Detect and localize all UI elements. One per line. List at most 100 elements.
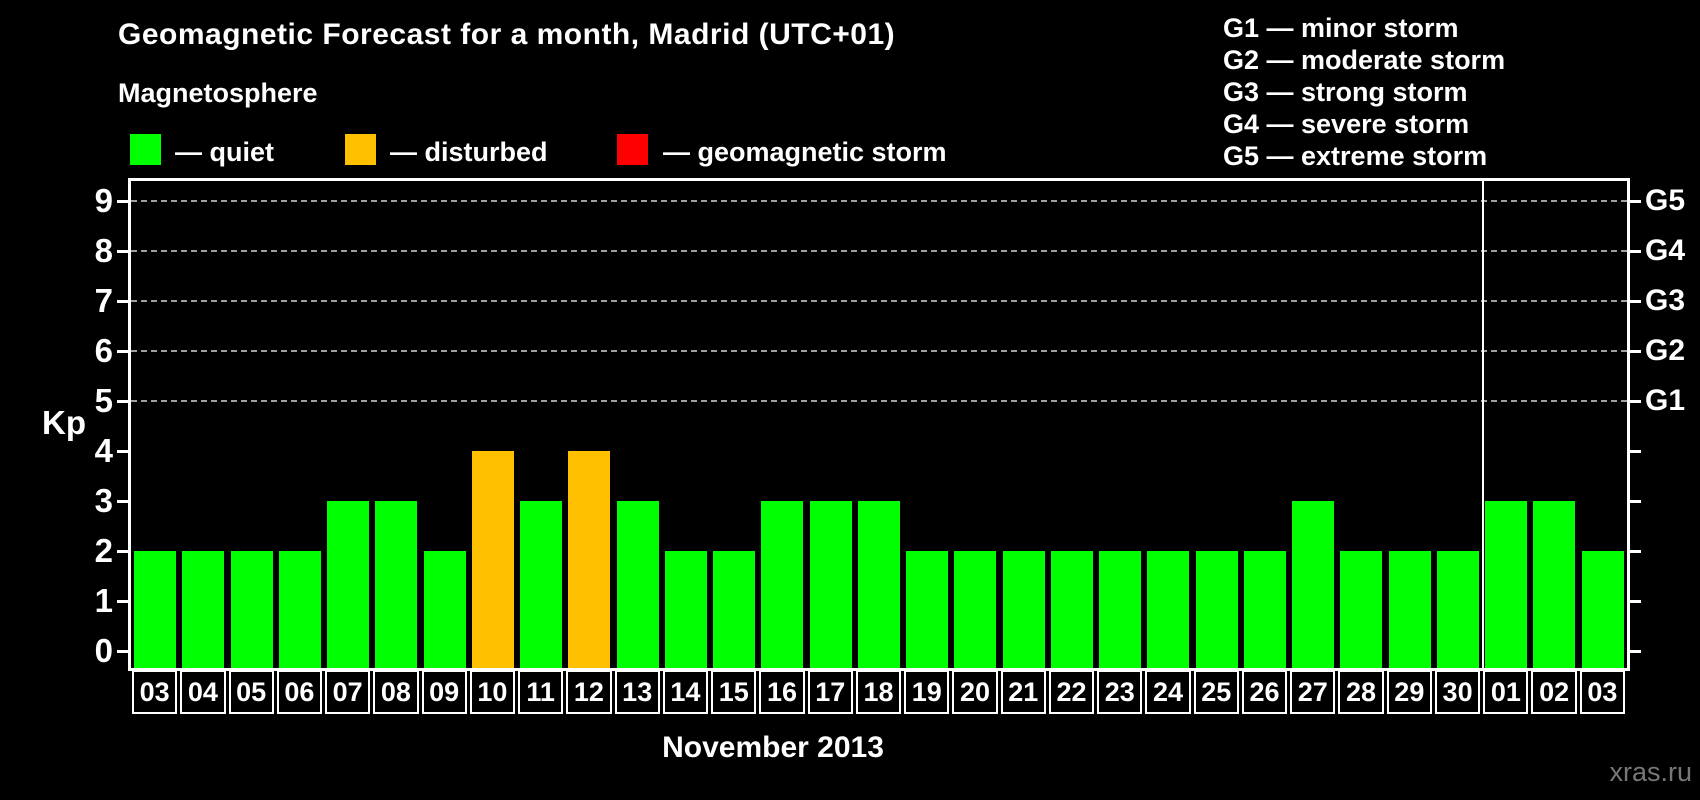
kp-axis-label: Kp [42, 404, 86, 441]
left-axis-tick [117, 550, 131, 553]
left-axis-tick [117, 300, 131, 303]
kp-bar-08 [375, 501, 418, 668]
gridline-kp9 [131, 200, 1627, 202]
right-axis-tick [1627, 200, 1641, 203]
right-axis-tick [1627, 400, 1641, 403]
right-axis-tick [1627, 300, 1641, 303]
date-cell-07: 07 [325, 670, 371, 714]
g3-legend-line: G3 — strong storm [1223, 77, 1468, 107]
date-cell-22: 22 [1048, 670, 1095, 714]
gridline-kp5 [131, 400, 1627, 402]
left-axis-tick [117, 400, 131, 403]
date-cell-27: 27 [1290, 670, 1336, 714]
kp-tick-label-2: 2 [94, 532, 113, 569]
date-cell-03: 03 [1579, 670, 1625, 714]
kp-bar-16 [761, 501, 804, 668]
quiet-legend-label: — quiet [175, 137, 274, 167]
date-cell-13: 13 [614, 670, 660, 714]
kp-tick-label-7: 7 [94, 282, 113, 319]
g-axis-label-g3: G3 [1645, 284, 1686, 317]
kp-bar-07 [327, 501, 370, 668]
month-label: November 2013 [662, 731, 884, 764]
date-cell-06: 06 [276, 670, 323, 714]
quiet-color-swatch [130, 134, 161, 165]
page-title: Geomagnetic Forecast for a month, Madrid… [118, 18, 896, 51]
right-axis-tick [1627, 650, 1641, 653]
date-cell-21: 21 [1000, 670, 1046, 714]
date-cell-08: 08 [373, 670, 419, 714]
date-cell-16: 16 [759, 670, 805, 714]
storm-color-swatch [617, 134, 648, 165]
date-cell-04: 04 [180, 670, 226, 714]
left-axis-tick [117, 600, 131, 603]
date-cell-20: 20 [952, 670, 998, 714]
g5-legend-line: G5 — extreme storm [1223, 141, 1488, 171]
right-axis-tick [1627, 450, 1641, 453]
kp-bar-17 [809, 501, 852, 668]
kp-tick-label-4: 4 [94, 432, 113, 469]
g-axis-label-g5: G5 [1645, 184, 1686, 217]
kp-bar-03 [1581, 551, 1624, 668]
g4-legend-line: G4 — severe storm [1223, 109, 1470, 139]
left-axis-tick [117, 200, 131, 203]
g-axis-label-g4: G4 [1645, 234, 1686, 267]
kp-tick-label-0: 0 [94, 632, 113, 669]
g-scale-legend: G1 — minor storm G2 — moderate storm G3 … [1223, 12, 1505, 172]
date-cell-19: 19 [904, 670, 950, 714]
date-cell-03: 03 [132, 670, 178, 714]
date-cell-17: 17 [807, 670, 853, 714]
disturbed-color-swatch [345, 134, 376, 165]
kp-bar-28 [1340, 551, 1383, 668]
kp-tick-label-8: 8 [94, 232, 113, 269]
date-cell-05: 05 [228, 670, 274, 714]
month-separator-line [1482, 181, 1485, 668]
kp-bar-23 [1099, 551, 1142, 668]
kp-bar-19 [906, 551, 949, 668]
kp-bar-30 [1436, 551, 1479, 668]
kp-bar-18 [857, 501, 900, 668]
right-axis-tick [1627, 600, 1641, 603]
left-axis-tick [117, 500, 131, 503]
date-cell-14: 14 [662, 670, 709, 714]
date-cell-25: 25 [1193, 670, 1239, 714]
left-axis-tick [117, 350, 131, 353]
kp-tick-label-3: 3 [94, 482, 113, 519]
right-axis-tick [1627, 350, 1641, 353]
gridline-kp7 [131, 300, 1627, 302]
gridline-kp8 [131, 250, 1627, 252]
kp-bar-11 [520, 501, 563, 668]
right-axis-tick [1627, 550, 1641, 553]
kp-bar-12 [568, 451, 611, 668]
date-cell-30: 30 [1434, 670, 1481, 714]
date-cell-10: 10 [469, 670, 516, 714]
date-cell-15: 15 [711, 670, 757, 714]
right-axis-tick [1627, 500, 1641, 503]
kp-tick-label-1: 1 [94, 582, 113, 619]
g1-legend-line: G1 — minor storm [1223, 13, 1459, 43]
kp-bar-04 [182, 551, 225, 668]
kp-tick-label-6: 6 [94, 332, 113, 369]
kp-bar-05 [230, 551, 273, 668]
kp-bar-25 [1195, 551, 1238, 668]
date-cell-11: 11 [518, 670, 564, 714]
g-axis-label-g2: G2 [1645, 334, 1686, 367]
left-axis-tick [117, 450, 131, 453]
date-cell-24: 24 [1145, 670, 1191, 714]
kp-bar-29 [1388, 551, 1431, 668]
kp-bar-15 [713, 551, 756, 668]
kp-tick-label-5: 5 [94, 382, 113, 419]
kp-bar-20 [954, 551, 997, 668]
kp-bar-13 [616, 501, 659, 668]
kp-bar-26 [1243, 551, 1286, 668]
kp-bar-24 [1147, 551, 1190, 668]
date-cell-01: 01 [1483, 670, 1529, 714]
gridline-kp6 [131, 350, 1627, 352]
kp-bar-21 [1002, 551, 1045, 668]
kp-bar-01 [1485, 501, 1528, 668]
magnetosphere-label: Magnetosphere [118, 78, 318, 108]
kp-bar-09 [423, 551, 466, 668]
kp-bar-02 [1533, 501, 1576, 668]
kp-tick-label-9: 9 [94, 182, 113, 219]
right-axis-tick [1627, 250, 1641, 253]
